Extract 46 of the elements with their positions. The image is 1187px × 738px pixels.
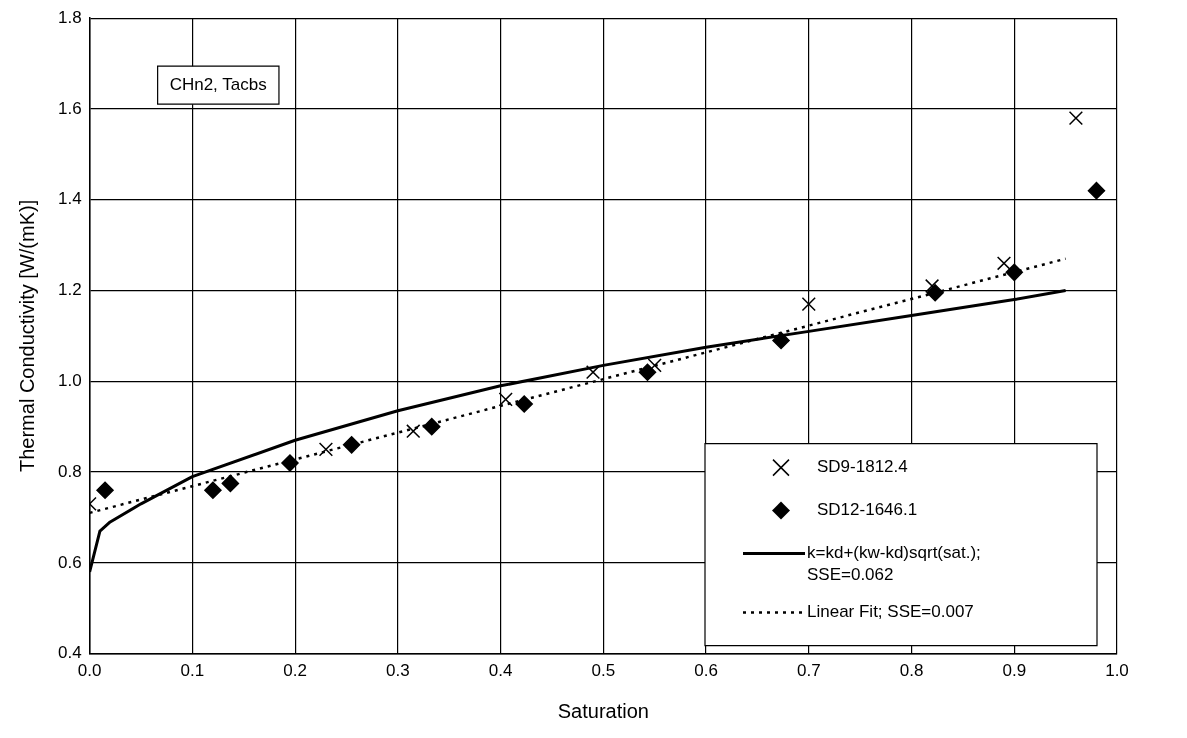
legend-label: k=kd+(kw-kd)sqrt(sat.); SSE=0.062 bbox=[807, 543, 981, 585]
point bbox=[772, 331, 790, 350]
annotation: CHn2, Tacbs bbox=[169, 74, 267, 94]
point bbox=[342, 436, 361, 454]
point bbox=[1087, 181, 1106, 200]
point bbox=[96, 481, 114, 499]
point bbox=[1068, 110, 1084, 126]
legend-label: SD12-1646.1 bbox=[817, 500, 918, 520]
x-tick-label: 0.7 bbox=[796, 661, 821, 681]
point bbox=[996, 256, 1012, 271]
point bbox=[647, 358, 662, 373]
point bbox=[406, 424, 421, 439]
x-tick-label: 0.5 bbox=[591, 661, 616, 681]
y-axis-title: Thermal Conductivity [W/(mK)] bbox=[15, 199, 38, 473]
x-tick-label: 0.8 bbox=[899, 661, 924, 681]
x-tick-label: 0.6 bbox=[694, 661, 718, 681]
point bbox=[498, 392, 513, 407]
point bbox=[924, 278, 940, 294]
y-tick-label: 1.0 bbox=[57, 370, 82, 390]
legend-label: Linear Fit; SSE=0.007 bbox=[807, 602, 974, 622]
y-tick-label: 0.6 bbox=[57, 552, 82, 572]
x-tick-label: 0.2 bbox=[283, 661, 307, 681]
x-tick-label: 0.9 bbox=[1002, 661, 1027, 681]
point bbox=[638, 363, 657, 381]
point bbox=[204, 481, 222, 499]
y-tick-label: 1.2 bbox=[57, 280, 82, 300]
y-tick-label: 1.6 bbox=[57, 98, 82, 118]
x-tick-label: 0.4 bbox=[488, 661, 513, 681]
point bbox=[423, 417, 441, 436]
legend-label: SD9-1812.4 bbox=[817, 457, 908, 477]
y-tick-label: 1.4 bbox=[57, 189, 82, 209]
x-tick-label: 0.0 bbox=[77, 661, 102, 681]
y-tick-label: 1.8 bbox=[57, 7, 82, 27]
x-tick-label: 0.1 bbox=[180, 661, 205, 681]
y-tick-label: 0.8 bbox=[57, 461, 82, 481]
point bbox=[585, 365, 601, 380]
point bbox=[221, 474, 240, 493]
y-tick-label: 0.4 bbox=[57, 643, 82, 663]
x-axis-title: Saturation bbox=[557, 699, 649, 722]
x-tick-label: 1.0 bbox=[1105, 661, 1129, 681]
point bbox=[281, 454, 299, 472]
point bbox=[515, 395, 533, 413]
point bbox=[801, 297, 816, 312]
point bbox=[318, 442, 334, 457]
point bbox=[1005, 263, 1024, 282]
x-tick-label: 0.3 bbox=[386, 661, 410, 681]
